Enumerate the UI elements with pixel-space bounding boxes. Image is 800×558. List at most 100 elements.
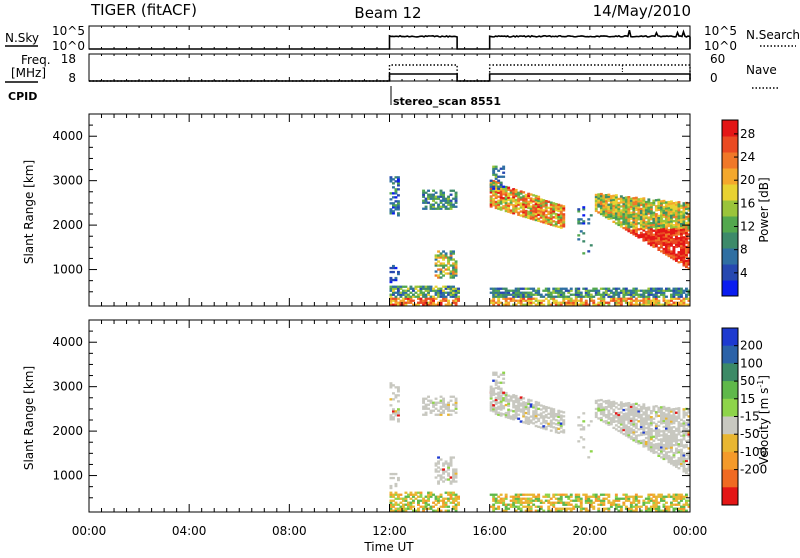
power-cell [404,297,408,300]
power-cell [504,303,508,306]
velocity-cell [489,387,493,390]
power-cell [627,222,631,225]
power-cell [617,205,621,209]
velocity-cell [627,418,631,421]
power-cell [442,297,445,300]
velocity-cell [665,509,668,512]
velocity-cell [672,436,676,439]
power-cell [644,230,648,234]
velocity-cell [617,425,621,429]
power-cell [644,301,648,304]
power-cell [639,295,643,298]
velocity-cell [629,427,633,430]
power-cell [392,285,395,288]
power-cell [559,210,563,213]
power-cell [649,287,653,290]
velocity-cell [680,434,683,437]
power-cell [522,291,526,294]
velocity-cell [514,394,518,398]
power-cell [559,206,563,209]
velocity-cell [634,412,638,415]
velocity-cell [680,507,683,510]
velocity-cell [562,411,566,414]
power-cell [652,239,656,242]
power-cell [414,303,418,306]
power-cell [534,297,538,300]
power-cell [660,293,663,296]
velocity-cell [637,416,641,419]
power-cell [429,207,433,210]
velocity-cell [672,418,676,421]
power-cell [660,250,663,253]
power-cell [682,204,686,207]
power-cell [577,299,581,302]
power-cell [447,197,450,200]
velocity-cell [647,418,651,421]
power-cell [499,200,503,203]
velocity-cell [554,501,558,504]
power-cell [542,295,546,298]
power-cell [627,216,631,219]
power-cell [527,297,531,300]
power-cell [432,303,435,306]
velocity-cell [602,501,606,504]
power-cell [622,210,626,214]
power-cell [552,212,556,215]
power-cell [442,195,445,198]
velocity-cell [607,509,611,512]
velocity-cell [667,456,671,460]
power-cell [622,289,626,292]
power-cell [660,214,663,217]
power-cell [667,200,671,204]
power-cell [660,208,663,211]
power-cell [665,295,668,298]
velocity-cell [544,420,548,423]
power-cell [644,303,648,306]
power-cell [442,193,445,196]
power-cell [632,291,636,294]
power-cell [394,192,398,195]
power-cell [444,207,448,210]
velocity-cell [494,501,498,504]
velocity-cell [422,399,425,402]
power-cell [567,295,571,298]
power-cell [497,303,501,306]
power-cell [649,232,653,235]
velocity-cell [512,394,516,397]
power-cell [497,203,501,206]
power-cell [427,285,430,288]
velocity-cell [449,493,453,496]
velocity-cell [629,503,633,506]
power-cell [549,303,553,306]
power-cell [607,193,611,196]
power-cell [424,285,428,288]
velocity-cell [649,436,653,439]
velocity-cell [492,507,496,510]
velocity-cell [557,413,561,416]
velocity-ylabel: Slant Range [km] [22,366,36,470]
power-cell [622,206,626,210]
power-cell [397,303,400,306]
power-cell [619,205,623,208]
velocity-cell [509,505,513,508]
velocity-cell [607,493,611,496]
power-cell [512,188,516,191]
power-cell [519,204,523,207]
power-cell [494,287,498,290]
velocity-cell [414,493,418,496]
power-cell [685,205,688,209]
power-colorbar-tick: 4 [740,266,748,280]
velocity-cell [422,407,425,410]
velocity-cell [522,411,526,414]
power-cell [517,295,521,298]
velocity-cell [654,429,658,432]
velocity-cell [667,408,671,412]
power-cell [619,299,623,302]
power-cell [409,295,413,298]
velocity-cell [447,468,450,471]
power-cell [537,195,541,198]
power-cell [670,244,673,247]
power-cell [527,214,531,217]
power-cell [537,199,541,202]
velocity-cell [629,405,633,408]
